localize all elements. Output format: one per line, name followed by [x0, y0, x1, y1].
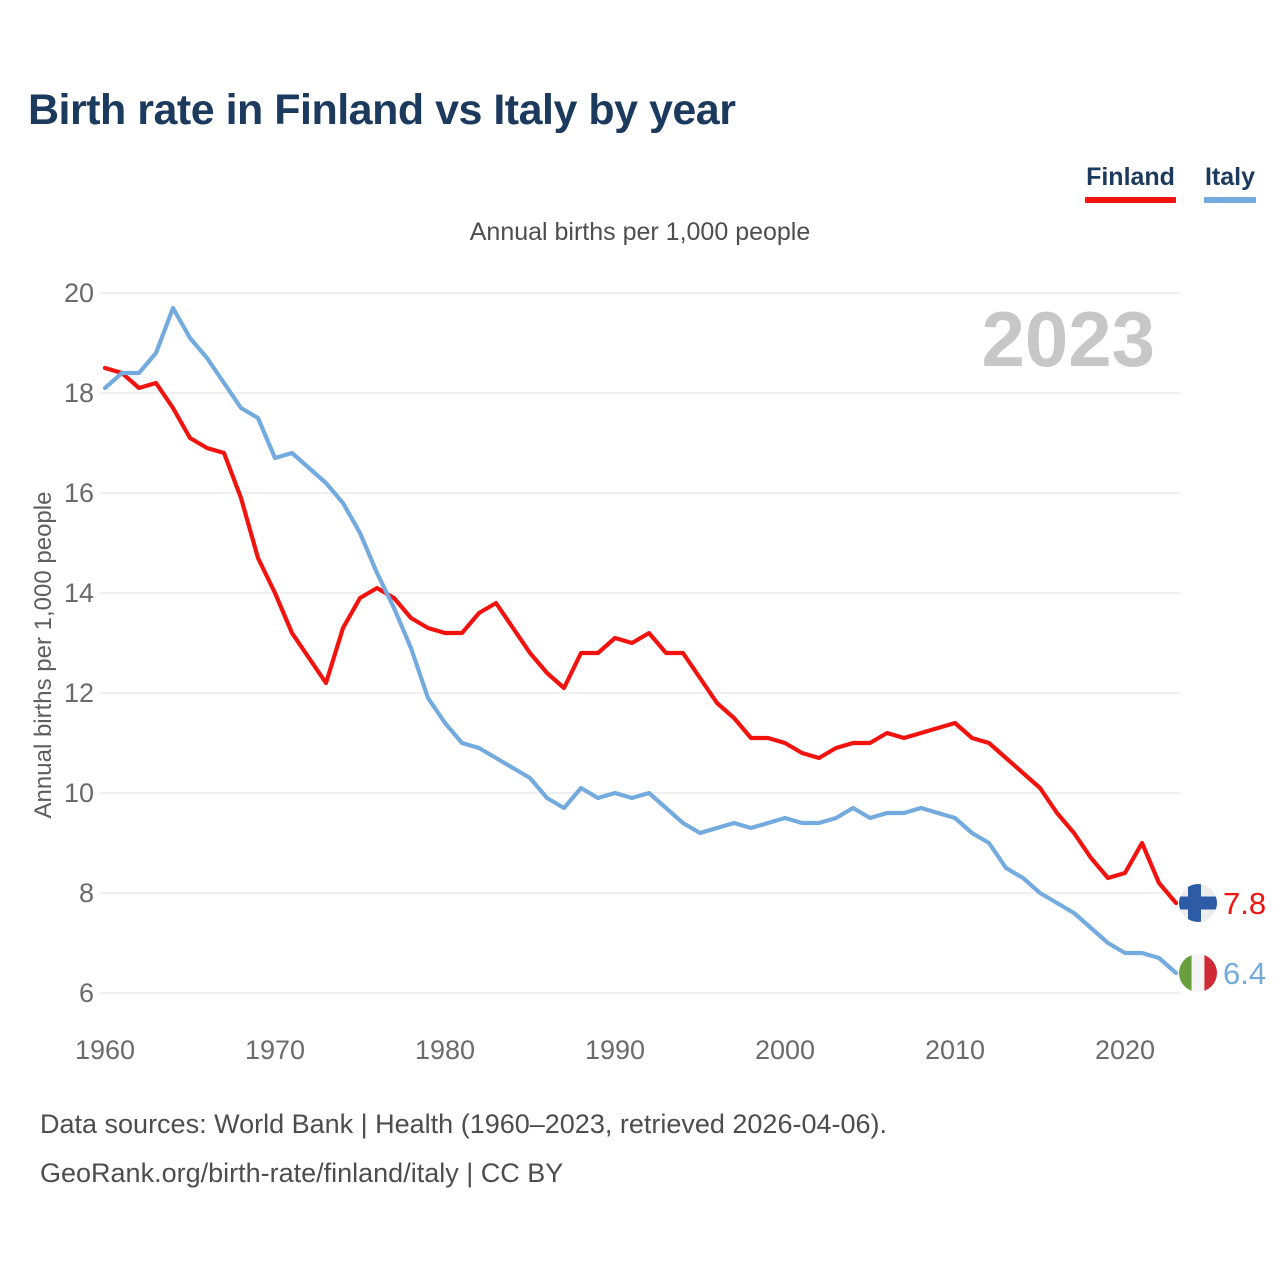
x-tick-label: 2020: [1095, 1035, 1155, 1065]
year-watermark: 2023: [981, 295, 1155, 383]
finland-flag-icon: [1179, 884, 1217, 922]
finland-color-swatch: [1085, 197, 1176, 203]
footer-sources: Data sources: World Bank | Health (1960–…: [40, 1109, 887, 1139]
legend-item-finland[interactable]: Finland: [1085, 163, 1176, 203]
x-tick-label: 1990: [585, 1035, 645, 1065]
italy-flag-icon: [1179, 954, 1217, 992]
y-tick-label: 8: [79, 878, 94, 908]
y-tick-label: 16: [64, 478, 94, 508]
y-tick-label: 20: [64, 278, 94, 308]
finland-end-value: 7.8: [1223, 886, 1266, 921]
legend-label-italy[interactable]: Italy: [1204, 163, 1255, 191]
legend-item-italy[interactable]: Italy: [1203, 163, 1256, 203]
x-tick-label: 2000: [755, 1035, 815, 1065]
page-title: Birth rate in Finland vs Italy by year: [28, 86, 736, 134]
footer-attribution: GeoRank.org/birth-rate/finland/italy | C…: [40, 1158, 564, 1188]
legend-label-finland[interactable]: Finland: [1086, 163, 1175, 191]
y-tick-label: 6: [79, 978, 94, 1008]
italy-end-value: 6.4: [1223, 956, 1266, 991]
x-tick-label: 1960: [75, 1035, 135, 1065]
y-tick-label: 18: [64, 378, 94, 408]
italy-color-swatch: [1203, 197, 1256, 203]
y-tick-label: 10: [64, 778, 94, 808]
x-tick-label: 1980: [415, 1035, 475, 1065]
x-tick-label: 2010: [925, 1035, 985, 1065]
legend: Finland Italy: [1085, 163, 1256, 203]
y-tick-label: 14: [64, 578, 94, 608]
chart-subtitle: Annual births per 1,000 people: [469, 218, 811, 246]
y-tick-label: 12: [64, 678, 94, 708]
x-tick-label: 1970: [245, 1035, 305, 1065]
italy-line[interactable]: [102, 305, 1179, 976]
footer: Data sources: World Bank | Health (1960–…: [40, 1100, 887, 1198]
finland-line[interactable]: [102, 365, 1179, 906]
